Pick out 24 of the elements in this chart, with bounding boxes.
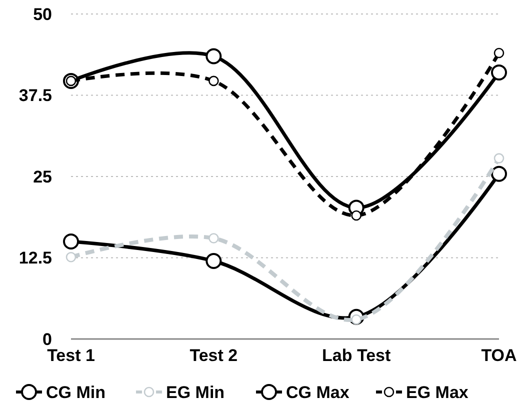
point [208,233,219,244]
point [351,210,362,221]
y-tick-label: 0 [42,330,52,349]
y-tick-label: 12.5 [18,248,52,268]
x-tick-label: Test 2 [190,346,238,365]
point [494,48,504,58]
legend-label: EG Min [166,382,225,402]
point [63,234,79,250]
point [66,252,76,262]
point [206,48,222,64]
point [494,153,504,164]
legend-label: CG Max [286,382,350,402]
point [208,76,219,86]
legend-label: EG Max [406,382,469,402]
point [491,64,507,80]
x-tick-label: TOA [481,346,517,365]
point [206,253,222,269]
y-tick-label: 50 [33,4,52,24]
legend-label: CG Min [46,382,106,402]
x-tick-label: Lab Test [322,346,391,365]
y-tick-label: 37.5 [18,86,52,106]
point [491,166,507,182]
x-tick-label: Test 1 [47,346,95,365]
y-tick-label: 25 [33,167,52,186]
